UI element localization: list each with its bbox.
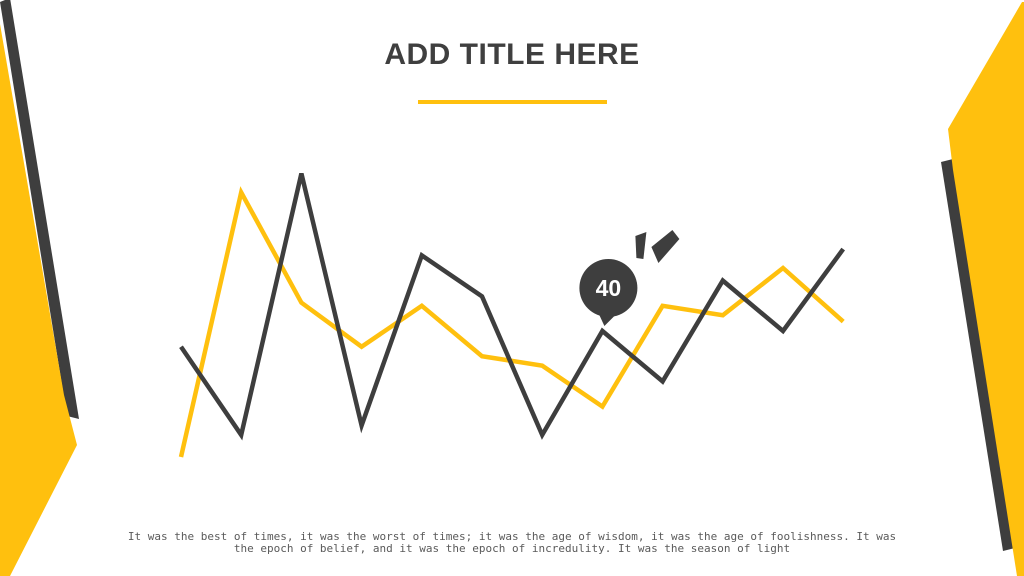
page-title: ADD TITLE HERE <box>384 38 640 71</box>
left-accent-shape <box>0 24 77 576</box>
right-accent-shape <box>948 2 1024 576</box>
dark-series-line <box>179 172 846 441</box>
emphasis-ray-large-icon <box>651 230 680 263</box>
badge-circle <box>579 259 638 317</box>
body-text: It was the best of times, it was the wor… <box>0 531 1024 554</box>
yellow-series-line <box>178 186 845 458</box>
body-text-line-2: the epoch of belief, and it was the epoc… <box>233 541 791 555</box>
value-badge: 40 <box>579 230 680 326</box>
left-dark-band <box>0 0 79 419</box>
body-text-line-1: It was the best of times, it was the wor… <box>127 530 897 543</box>
emphasis-ray-small-icon <box>635 232 647 259</box>
title-underline <box>418 100 607 104</box>
badge-value: 40 <box>596 275 622 301</box>
